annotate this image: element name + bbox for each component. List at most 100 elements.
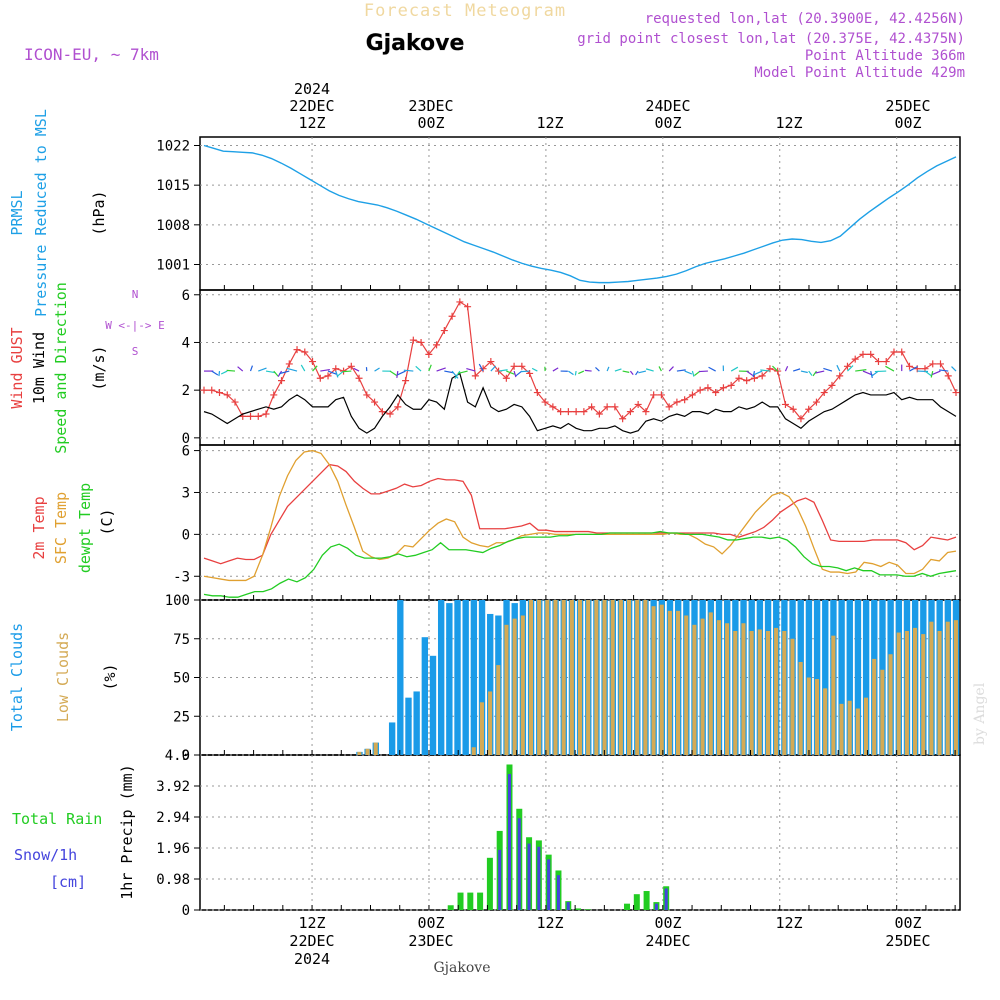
top-time-label: 00Z xyxy=(654,114,681,132)
top-time-label: 12Z xyxy=(536,114,563,132)
y-tick-label: 3.92 xyxy=(156,779,190,795)
gust-marker xyxy=(712,389,720,397)
bar-snow xyxy=(566,902,570,910)
wind-direction-arrow xyxy=(793,368,801,372)
series-line-pressure xyxy=(203,144,957,284)
gust-marker xyxy=(650,391,658,399)
y-tick-label: 1022 xyxy=(156,139,190,155)
gust-marker xyxy=(603,403,611,411)
gust-marker xyxy=(905,362,913,370)
wind-direction-arrow xyxy=(451,370,459,379)
wind-direction-arrow xyxy=(237,366,244,372)
wind-direction-arrow xyxy=(951,366,957,372)
bar-total-clouds xyxy=(470,600,478,755)
bar-total-clouds xyxy=(421,637,429,755)
gust-marker xyxy=(843,362,851,370)
bar-snow xyxy=(537,846,541,910)
compass-south: S xyxy=(132,345,139,358)
wind-direction-arrow xyxy=(515,370,523,377)
gust-marker xyxy=(518,362,526,370)
bar-low-clouds xyxy=(741,623,746,755)
y-tick-label: 1015 xyxy=(156,178,190,194)
gust-marker xyxy=(812,398,820,406)
gust-marker xyxy=(580,408,588,416)
gust-marker xyxy=(836,372,844,380)
bar-snow xyxy=(556,875,560,910)
gust-marker xyxy=(859,350,867,358)
gust-marker xyxy=(572,408,580,416)
gust-marker xyxy=(805,405,813,413)
wind-direction-arrow xyxy=(273,370,279,377)
gust-marker xyxy=(386,410,394,418)
bar-low-clouds xyxy=(643,600,648,755)
bar-low-clouds xyxy=(790,638,795,755)
wind-direction-arrow xyxy=(847,365,854,372)
bar-total-clouds xyxy=(454,600,461,755)
ylabel-precip-mm: 1hr Precip (mm) xyxy=(118,764,136,899)
gust-marker xyxy=(588,403,596,411)
bar-low-clouds xyxy=(863,697,869,755)
gust-marker xyxy=(750,374,758,382)
gust-marker xyxy=(208,386,216,394)
y-tick-label: 100 xyxy=(165,593,190,609)
bottom-time-label: 23DEC xyxy=(408,932,453,950)
bar-low-clouds xyxy=(488,691,493,755)
gust-marker xyxy=(223,391,231,399)
gust-marker xyxy=(278,377,286,385)
wind-direction-arrow xyxy=(428,364,432,372)
wind-direction-arrow xyxy=(676,369,686,372)
ylabel-speed-direction: Speed and Direction xyxy=(52,282,70,454)
bar-low-clouds xyxy=(765,631,770,755)
gust-marker xyxy=(774,367,782,375)
panel-frame-precip xyxy=(199,754,961,911)
panel-frame-pressure xyxy=(199,136,961,291)
gust-marker xyxy=(301,348,309,356)
bar-total-clouds xyxy=(462,600,469,755)
gust-marker xyxy=(216,389,224,397)
bar-low-clouds xyxy=(913,627,918,755)
wind-direction-arrow xyxy=(684,370,693,375)
gust-marker xyxy=(611,403,619,411)
wind-direction-arrow xyxy=(855,369,867,372)
gust-marker xyxy=(898,348,906,356)
chart-title: Forecast Meteogram xyxy=(364,1,566,21)
gust-marker xyxy=(541,398,549,406)
wind-direction-arrow xyxy=(645,368,654,372)
gust-marker xyxy=(402,377,410,385)
ylabel-low-clouds: Low Clouds xyxy=(54,632,72,722)
footer-location: Gjakove xyxy=(434,960,491,976)
gust-marker xyxy=(642,408,650,416)
bar-low-clouds xyxy=(569,600,574,755)
info-line-4: Model Point Altitude 429m xyxy=(754,65,965,81)
y-tick-label: 50 xyxy=(173,671,190,687)
gust-marker xyxy=(471,372,479,380)
gust-marker xyxy=(200,386,208,394)
gust-marker xyxy=(549,403,557,411)
gust-marker xyxy=(719,384,727,392)
series-line-sfc-temp xyxy=(203,449,957,582)
wind-direction-arrow xyxy=(258,367,267,372)
bar-low-clouds xyxy=(733,631,738,755)
gust-marker xyxy=(293,346,301,354)
bar-low-clouds xyxy=(929,621,934,755)
wind-direction-arrow xyxy=(574,370,577,376)
bar-total-rain xyxy=(457,892,464,910)
bar-low-clouds xyxy=(586,600,591,755)
wind-direction-arrow xyxy=(708,366,716,372)
gust-marker xyxy=(688,391,696,399)
bar-total-rain xyxy=(643,891,650,910)
bottom-time-label: 00Z xyxy=(894,914,921,932)
bar-total-clouds xyxy=(429,655,437,755)
wind-direction-arrow xyxy=(800,370,808,374)
gust-marker xyxy=(502,374,510,382)
bar-low-clouds xyxy=(716,620,721,755)
wind-direction-arrow xyxy=(595,367,600,372)
bar-low-clouds xyxy=(667,610,672,755)
bar-total-clouds xyxy=(846,600,853,755)
location-title: Gjakove xyxy=(366,31,465,56)
bottom-time-label: 12Z xyxy=(775,914,802,932)
wind-direction-arrow xyxy=(220,370,228,375)
wind-direction-arrow xyxy=(531,367,538,372)
bar-snow xyxy=(654,903,658,910)
